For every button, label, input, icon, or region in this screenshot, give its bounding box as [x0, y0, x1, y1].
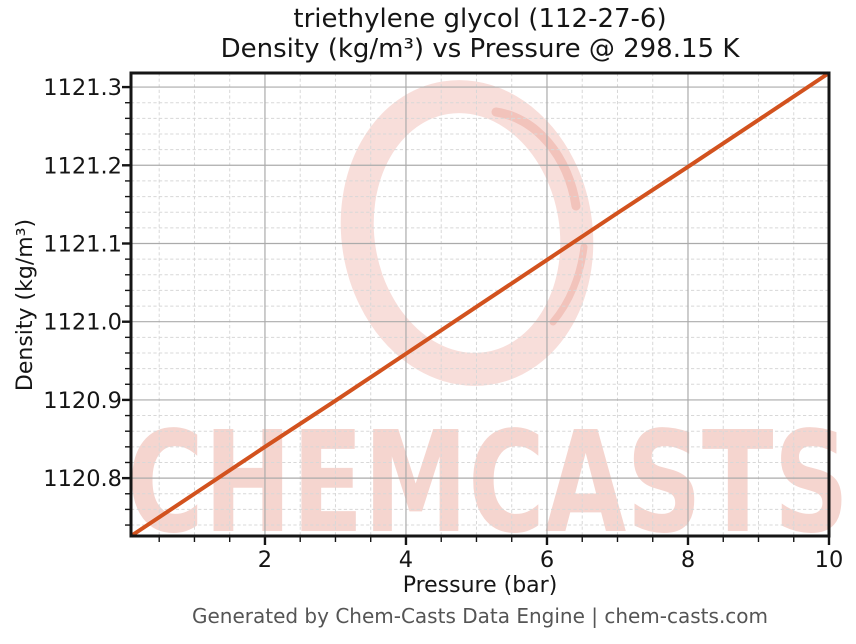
chart-title-line1: triethylene glycol (112-27-6) — [293, 4, 667, 34]
y-tick-label: 1121.1 — [43, 231, 122, 257]
y-tick-label: 1121.3 — [43, 75, 122, 101]
ring-accent-stroke — [491, 107, 581, 211]
y-tick-label: 1120.8 — [43, 466, 122, 492]
chemcasts-ring-watermark — [340, 80, 594, 386]
y-tick-label: 1120.9 — [43, 388, 122, 414]
y-tick-label: 1121.0 — [43, 310, 122, 336]
axes-spines — [129, 71, 831, 538]
y-axis-label: Density (kg/m³) — [13, 218, 38, 392]
chemcasts-watermark-text: CHEMCASTS — [127, 402, 849, 565]
tick-labels: 2 4 6 8 10 1120.8 1120.9 1121.0 1121.1 1121.2 1121… — [43, 75, 843, 573]
x-tick-label: 10 — [815, 547, 844, 573]
tick-marks — [122, 85, 831, 545]
major-gridlines — [131, 73, 830, 536]
watermark-layer: CHEMCASTS — [127, 80, 849, 565]
chart-title: triethylene glycol (112-27-6) Density (k… — [131, 4, 829, 64]
x-tick-label: 8 — [681, 547, 695, 573]
x-tick-label: 6 — [540, 547, 554, 573]
footer-credit: Generated by Chem-Casts Data Engine | ch… — [191, 604, 769, 628]
x-tick-label: 2 — [258, 547, 272, 573]
x-axis-label: Pressure (bar) — [402, 573, 558, 598]
ring-accent-stroke — [549, 243, 588, 326]
y-tick-label: 1121.2 — [43, 153, 122, 179]
chart-title-line2: Density (kg/m³) vs Pressure @ 298.15 K — [220, 34, 740, 64]
density-line — [129, 71, 831, 538]
minor-gridlines — [131, 73, 829, 536]
x-tick-label: 4 — [399, 547, 413, 573]
